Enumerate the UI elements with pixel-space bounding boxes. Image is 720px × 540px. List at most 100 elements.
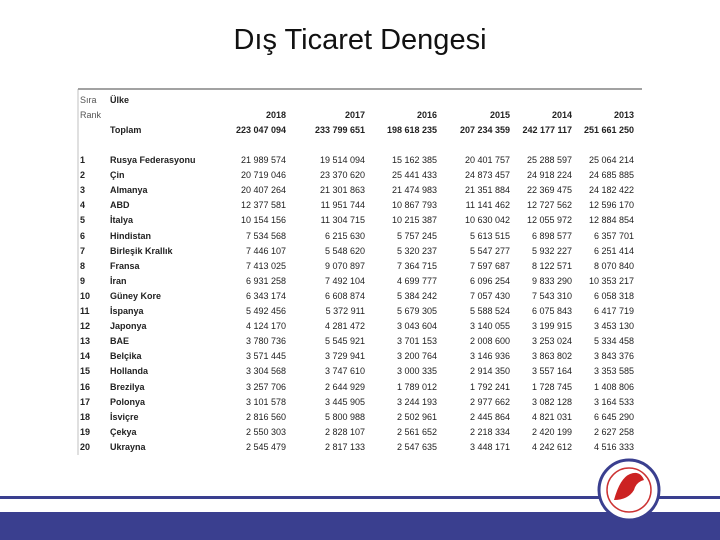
year-header: 2018	[265, 110, 286, 120]
rank: 10	[80, 290, 91, 301]
cell: 1 792 241	[469, 381, 510, 392]
country: İsviçre	[110, 411, 139, 422]
cell: 24 685 885	[588, 170, 634, 181]
year-header: 2014	[551, 110, 572, 120]
cell: 4 821 031	[531, 411, 572, 422]
cell: 6 608 874	[324, 290, 365, 301]
cell: 5 547 277	[469, 245, 510, 256]
cell: 7 543 310	[531, 290, 572, 301]
cell: 2 561 652	[396, 426, 437, 437]
cell: 20 401 757	[464, 155, 510, 165]
country: Çekya	[110, 426, 137, 437]
country: Ukrayna	[110, 441, 146, 452]
cell: 3 747 610	[324, 366, 365, 377]
country: İspanya	[110, 306, 144, 316]
cell: 4 699 777	[396, 275, 437, 286]
cell: 6 215 630	[324, 230, 365, 241]
cell: 5 334 458	[593, 336, 634, 347]
cell: 10 630 042	[464, 215, 510, 226]
cell: 5 588 524	[469, 306, 510, 316]
cell: 3 353 585	[593, 366, 634, 377]
cell: 3 453 130	[593, 321, 634, 332]
cell: 10 353 217	[588, 275, 634, 286]
cell: 2 914 350	[469, 366, 510, 377]
country-header: Ülke	[110, 95, 130, 105]
rank: 12	[80, 321, 91, 332]
rank: 16	[80, 381, 91, 392]
cell: 1 728 745	[531, 381, 572, 392]
country: Almanya	[110, 185, 148, 196]
total-value: 251 661 250	[583, 125, 634, 135]
cell: 10 867 793	[391, 200, 437, 211]
cell: 3 200 764	[396, 351, 437, 362]
rank: 13	[80, 336, 91, 347]
cell: 3 571 445	[245, 351, 286, 362]
country: Belçika	[110, 351, 142, 362]
cell: 3 257 706	[245, 381, 286, 392]
rank: 19	[80, 426, 91, 437]
cell: 3 253 024	[531, 336, 572, 347]
cell: 2 550 303	[245, 426, 286, 437]
cell: 2 445 864	[469, 411, 510, 422]
cell: 25 288 597	[526, 155, 572, 165]
cell: 2 008 600	[469, 336, 510, 347]
cell: 11 141 462	[465, 200, 510, 211]
cell: 20 719 046	[240, 170, 286, 181]
cell: 2 420 199	[531, 426, 572, 437]
year-header: 2015	[489, 110, 510, 120]
country: İtalya	[110, 215, 134, 226]
cell: 6 343 174	[245, 290, 286, 301]
country: Brezilya	[110, 381, 145, 392]
country: Japonya	[110, 321, 147, 332]
cell: 3 863 802	[531, 351, 572, 362]
cell: 11 304 715	[320, 215, 365, 226]
cell: 6 251 414	[593, 245, 634, 256]
cell: 5 372 911	[325, 306, 365, 316]
cell: 3 729 941	[324, 351, 365, 362]
total-value: 207 234 359	[459, 125, 510, 135]
cell: 8 122 571	[531, 260, 572, 271]
cell: 2 545 479	[245, 441, 286, 452]
cell: 1 789 012	[396, 381, 437, 392]
cell: 1 408 806	[593, 381, 634, 392]
cell: 3 304 568	[245, 366, 286, 377]
rank: 3	[80, 185, 86, 196]
cell: 3 199 915	[531, 321, 572, 332]
cell: 6 417 719	[593, 306, 634, 316]
country: İran	[110, 275, 127, 286]
cell: 3 701 153	[396, 336, 437, 347]
cell: 7 597 687	[469, 260, 510, 271]
rank: 4	[80, 200, 86, 211]
cell: 9 833 290	[531, 275, 572, 286]
cell: 5 613 515	[469, 230, 510, 241]
cell: 6 645 290	[593, 411, 634, 422]
country: ABD	[110, 200, 130, 211]
cell: 2 828 107	[324, 426, 365, 437]
cell: 3 082 128	[531, 396, 572, 407]
cell: 6 898 577	[531, 230, 572, 241]
country: Fransa	[110, 260, 140, 271]
cell: 22 369 475	[526, 185, 572, 196]
cell: 19 514 094	[319, 155, 365, 165]
country: Rusya Federasyonu	[110, 155, 196, 165]
year-header: 2016	[416, 110, 437, 120]
cell: 3 000 335	[396, 366, 437, 377]
cell: 2 218 334	[469, 426, 510, 437]
cell: 7 492 104	[324, 275, 365, 286]
cell: 5 384 242	[396, 290, 437, 301]
cell: 5 679 305	[396, 306, 437, 316]
cell: 21 301 863	[319, 185, 365, 196]
year-header: 2013	[613, 110, 634, 120]
cell: 15 162 385	[391, 155, 437, 165]
cell: 2 977 662	[469, 396, 510, 407]
cell: 24 182 422	[588, 185, 634, 196]
rank: 8	[80, 260, 86, 271]
total-label: Toplam	[110, 125, 142, 135]
rank: 15	[80, 366, 91, 377]
cell: 5 492 456	[245, 306, 286, 316]
cell: 2 547 635	[396, 441, 437, 452]
cell: 8 070 840	[593, 260, 634, 271]
cell: 25 441 433	[391, 170, 437, 181]
cell: 12 055 972	[526, 215, 572, 226]
